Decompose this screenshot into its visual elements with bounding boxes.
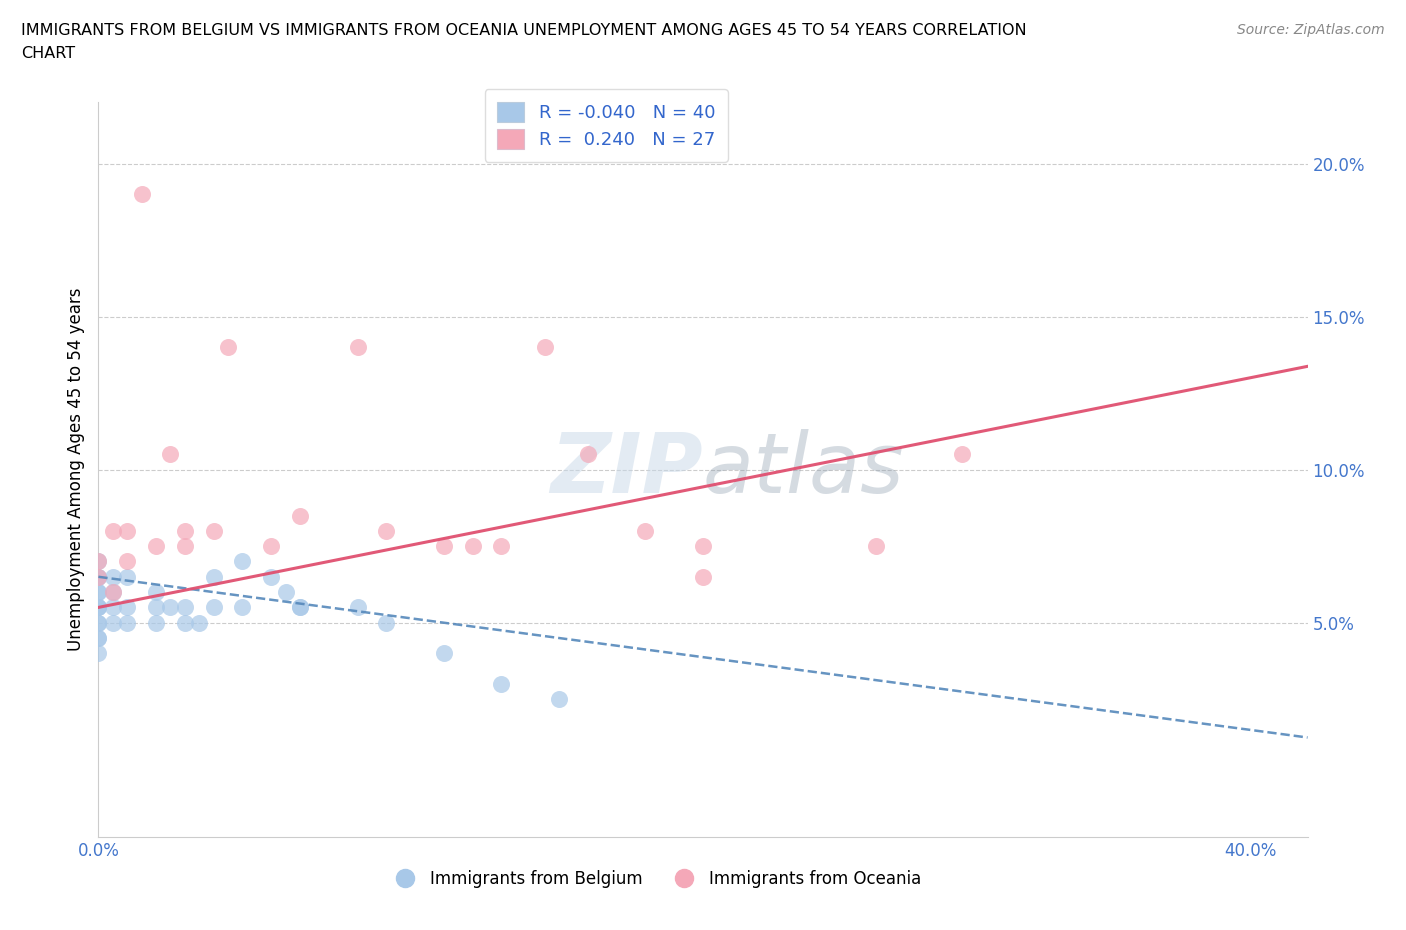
Point — [375, 524, 398, 538]
Point — [87, 569, 110, 584]
Text: ZIP: ZIP — [550, 429, 703, 511]
Point — [346, 600, 368, 615]
Point — [87, 600, 110, 615]
Point — [87, 585, 110, 600]
Text: IMMIGRANTS FROM BELGIUM VS IMMIGRANTS FROM OCEANIA UNEMPLOYMENT AMONG AGES 45 TO: IMMIGRANTS FROM BELGIUM VS IMMIGRANTS FR… — [21, 23, 1026, 38]
Point — [375, 616, 398, 631]
Point — [433, 538, 456, 553]
Point — [692, 569, 714, 584]
Point — [950, 447, 973, 462]
Point — [101, 600, 124, 615]
Point — [865, 538, 887, 553]
Text: Source: ZipAtlas.com: Source: ZipAtlas.com — [1237, 23, 1385, 37]
Point — [231, 600, 253, 615]
Point — [145, 585, 167, 600]
Y-axis label: Unemployment Among Ages 45 to 54 years: Unemployment Among Ages 45 to 54 years — [66, 288, 84, 651]
Point — [288, 600, 311, 615]
Point — [576, 447, 599, 462]
Point — [461, 538, 484, 553]
Point — [101, 585, 124, 600]
Point — [101, 569, 124, 584]
Point — [87, 569, 110, 584]
Point — [87, 585, 110, 600]
Point — [288, 600, 311, 615]
Point — [533, 339, 555, 354]
Point — [115, 600, 138, 615]
Point — [188, 616, 211, 631]
Point — [87, 631, 110, 645]
Point — [115, 616, 138, 631]
Point — [115, 554, 138, 569]
Point — [101, 585, 124, 600]
Point — [87, 554, 110, 569]
Point — [101, 616, 124, 631]
Text: CHART: CHART — [21, 46, 75, 61]
Point — [87, 600, 110, 615]
Point — [346, 339, 368, 354]
Point — [288, 508, 311, 523]
Point — [433, 645, 456, 660]
Point — [87, 569, 110, 584]
Point — [159, 447, 181, 462]
Point — [159, 600, 181, 615]
Point — [87, 600, 110, 615]
Point — [101, 524, 124, 538]
Point — [145, 616, 167, 631]
Legend: Immigrants from Belgium, Immigrants from Oceania: Immigrants from Belgium, Immigrants from… — [381, 863, 928, 895]
Point — [231, 554, 253, 569]
Point — [260, 538, 283, 553]
Point — [87, 631, 110, 645]
Point — [491, 676, 513, 691]
Text: atlas: atlas — [703, 429, 904, 511]
Point — [115, 569, 138, 584]
Point — [87, 616, 110, 631]
Point — [87, 645, 110, 660]
Point — [548, 692, 571, 707]
Point — [202, 569, 225, 584]
Point — [692, 538, 714, 553]
Point — [173, 524, 195, 538]
Point — [131, 187, 153, 202]
Point — [87, 616, 110, 631]
Point — [260, 569, 283, 584]
Point — [217, 339, 239, 354]
Point — [173, 600, 195, 615]
Point — [491, 538, 513, 553]
Point — [634, 524, 657, 538]
Point — [173, 538, 195, 553]
Point — [87, 554, 110, 569]
Point — [202, 524, 225, 538]
Point — [145, 538, 167, 553]
Point — [274, 585, 297, 600]
Point — [173, 616, 195, 631]
Point — [115, 524, 138, 538]
Point — [202, 600, 225, 615]
Point — [145, 600, 167, 615]
